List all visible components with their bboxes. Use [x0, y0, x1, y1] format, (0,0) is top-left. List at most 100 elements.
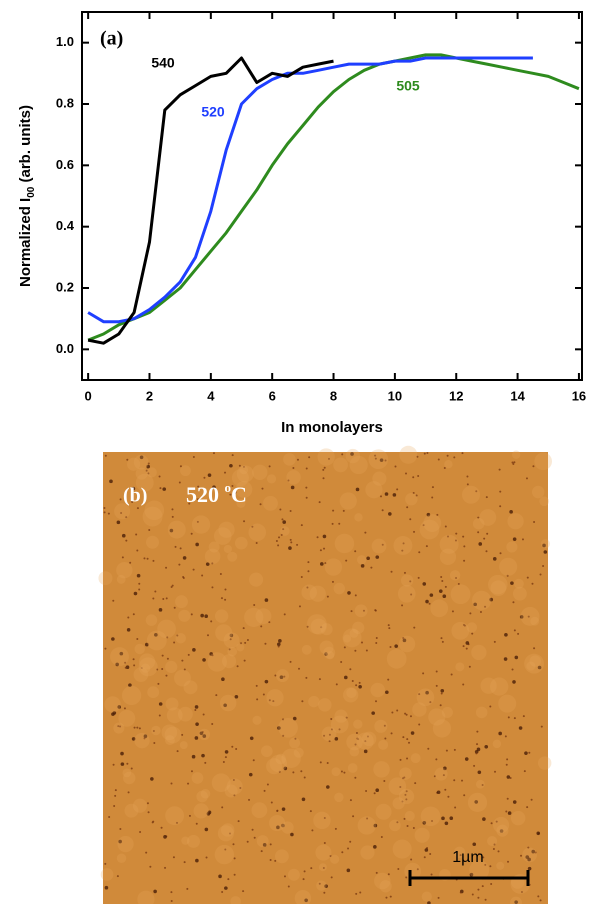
- afm-speck: [503, 657, 508, 661]
- series-label: 505: [396, 78, 420, 94]
- afm-speck: [117, 705, 122, 709]
- afm-light: [321, 726, 337, 742]
- afm-light: [207, 652, 227, 672]
- afm-speck: [136, 726, 139, 729]
- afm-speck: [412, 491, 415, 494]
- afm-speck: [396, 709, 399, 712]
- afm-speck: [136, 507, 139, 510]
- afm-light: [256, 835, 269, 848]
- afm-light: [530, 616, 540, 626]
- unit: C: [231, 482, 247, 507]
- afm-speck: [441, 816, 445, 821]
- x-tick-label: 10: [388, 388, 402, 403]
- afm-speck: [493, 640, 496, 643]
- series-line: [87, 53, 580, 342]
- afm-speck: [246, 638, 249, 641]
- afm-light: [165, 806, 185, 826]
- afm-speck: [283, 766, 288, 771]
- afm-light: [147, 686, 160, 699]
- afm-speck: [354, 649, 357, 652]
- afm-light: [175, 595, 188, 609]
- afm-speck: [149, 865, 152, 868]
- afm-speck: [136, 549, 139, 552]
- afm-speck: [204, 761, 207, 764]
- afm-light: [471, 590, 492, 611]
- afm-speck: [113, 805, 116, 808]
- afm-speck: [410, 858, 413, 861]
- afm-speck: [381, 543, 384, 546]
- afm-speck: [498, 468, 501, 471]
- afm-speck: [485, 496, 488, 499]
- afm-speck: [194, 709, 197, 712]
- afm-speck: [111, 637, 115, 641]
- series-line: [87, 56, 533, 324]
- afm-speck: [138, 588, 141, 591]
- afm-speck: [146, 464, 150, 469]
- afm-light: [511, 450, 521, 459]
- afm-speck: [440, 575, 443, 578]
- afm-light: [248, 523, 267, 542]
- afm-light: [323, 646, 336, 659]
- afm-speck: [347, 591, 351, 595]
- afm-speck: [221, 677, 225, 682]
- afm-speck: [364, 740, 367, 743]
- afm-speck: [425, 690, 429, 695]
- afm-speck: [221, 806, 224, 809]
- afm-speck: [504, 735, 507, 738]
- series-label: 520: [201, 104, 225, 120]
- afm-speck: [133, 664, 136, 667]
- afm-light: [421, 891, 432, 902]
- afm-light: [451, 621, 470, 640]
- afm-light: [278, 717, 298, 738]
- afm-light: [346, 687, 357, 699]
- afm-speck: [326, 595, 329, 598]
- afm-light: [308, 695, 320, 708]
- afm-speck: [205, 856, 208, 859]
- afm-light: [319, 640, 334, 655]
- afm-speck: [435, 684, 438, 687]
- afm-light: [513, 578, 524, 589]
- degree: o: [225, 480, 232, 495]
- afm-speck: [251, 828, 254, 831]
- afm-light: [104, 696, 121, 713]
- afm-speck: [277, 544, 280, 547]
- afm-speck: [466, 483, 469, 486]
- afm-light: [499, 557, 518, 576]
- afm-speck: [418, 723, 421, 726]
- afm-speck: [389, 646, 392, 649]
- afm-light: [529, 655, 541, 667]
- afm-speck: [161, 654, 164, 657]
- afm-speck: [399, 785, 402, 788]
- afm-speck: [152, 559, 155, 562]
- afm-speck: [292, 716, 297, 721]
- afm-speck: [157, 682, 160, 685]
- afm-speck: [444, 821, 449, 826]
- afm-speck: [276, 809, 279, 812]
- x-tick-label: 12: [449, 388, 463, 403]
- afm-speck: [539, 899, 542, 902]
- afm-light: [490, 580, 507, 597]
- afm-speck: [127, 791, 130, 794]
- afm-speck: [201, 574, 204, 577]
- afm-speck: [166, 636, 169, 639]
- afm-speck: [233, 873, 236, 876]
- afm-speck: [229, 493, 232, 496]
- afm-speck: [266, 783, 269, 786]
- afm-speck: [131, 737, 136, 741]
- afm-speck: [187, 782, 190, 785]
- afm-speck: [375, 555, 380, 559]
- afm-speck: [197, 485, 200, 488]
- afm-speck: [109, 479, 113, 484]
- afm-speck: [350, 452, 354, 456]
- afm-speck: [426, 512, 431, 517]
- afm-speck: [510, 581, 514, 585]
- afm-speck: [424, 848, 429, 852]
- afm-speck: [406, 824, 409, 827]
- afm-speck: [156, 668, 159, 671]
- afm-speck: [323, 842, 326, 845]
- afm-speck: [399, 758, 402, 761]
- afm-speck: [240, 642, 243, 645]
- afm-speck: [148, 529, 151, 532]
- afm-speck: [153, 889, 157, 894]
- afm-speck: [453, 779, 456, 782]
